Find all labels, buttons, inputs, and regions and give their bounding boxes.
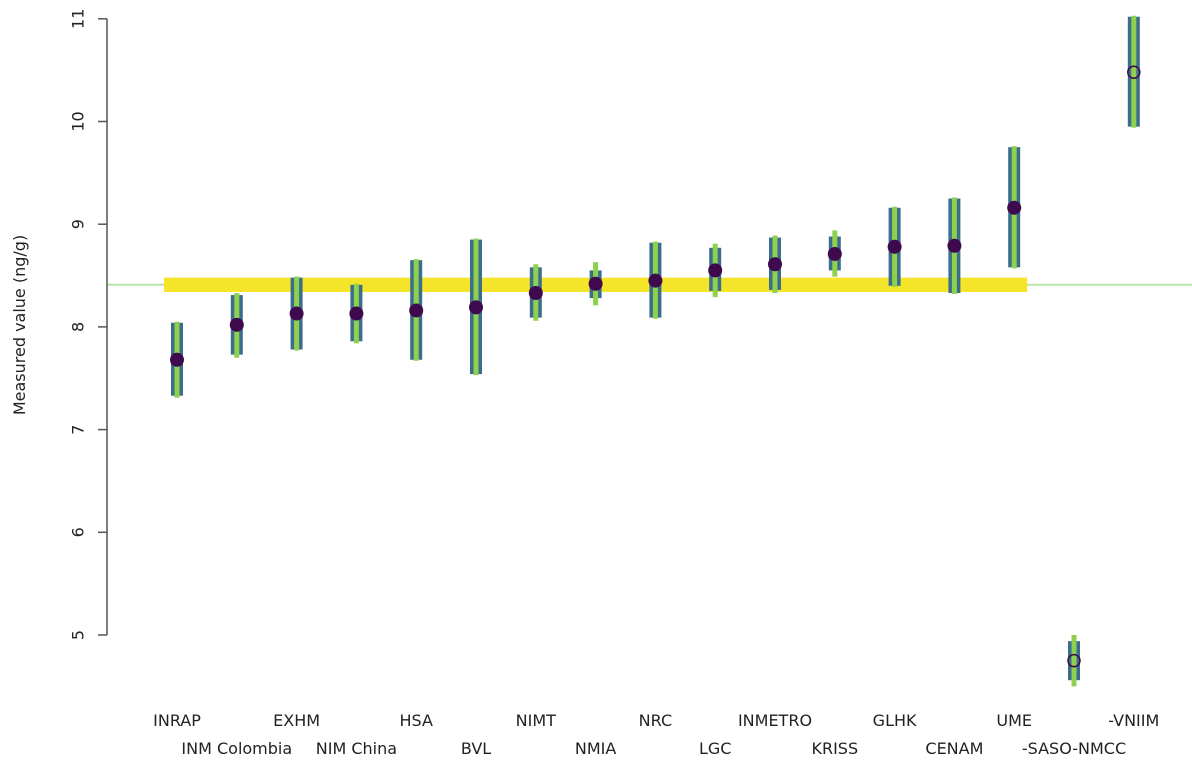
data-point xyxy=(469,300,483,315)
lab-mark xyxy=(1067,635,1081,687)
y-tick-label: 10 xyxy=(69,111,88,131)
y-axis: 5 6 7 8 9 10 11 xyxy=(69,9,108,640)
x-tick-label: GLHK xyxy=(873,711,917,730)
lab-mark xyxy=(1007,146,1022,269)
lab-mark xyxy=(289,276,304,351)
data-point xyxy=(827,246,842,261)
lab-mark xyxy=(588,262,603,306)
x-tick-label: HSA xyxy=(399,711,432,730)
data-point xyxy=(648,273,663,288)
lab-mark xyxy=(229,293,244,358)
data-point xyxy=(229,317,244,332)
data-point xyxy=(947,238,962,253)
uncertainty-bar-inner xyxy=(1131,15,1137,128)
lab-mark xyxy=(170,321,184,398)
x-tick-label: LGC xyxy=(699,739,731,758)
x-tick-label: EXHM xyxy=(273,711,320,730)
x-tick-label: CENAM xyxy=(925,739,983,758)
data-point-excluded xyxy=(1067,653,1081,668)
data-point xyxy=(887,239,902,254)
lab-mark xyxy=(528,264,543,321)
x-tick-label: NMIA xyxy=(575,739,616,758)
x-tick-label: -SASO-NMCC xyxy=(1022,739,1126,758)
x-tick-label: BVL xyxy=(461,739,491,758)
data-point xyxy=(409,303,424,318)
x-tick-label: KRISS xyxy=(811,739,858,758)
data-point xyxy=(528,286,543,301)
data-point xyxy=(170,352,184,367)
x-tick-label: NIMT xyxy=(516,711,556,730)
lab-marks xyxy=(170,15,1141,687)
y-tick-label: 5 xyxy=(69,630,88,640)
y-tick-label: 11 xyxy=(69,9,88,29)
lab-mark xyxy=(409,259,424,361)
lab-mark xyxy=(708,243,723,298)
lab-mark xyxy=(887,206,902,287)
data-point xyxy=(588,276,603,291)
x-tick-label: INRAP xyxy=(153,711,201,730)
y-axis-title: Measured value (ng/g) xyxy=(10,235,29,415)
y-tick-label: 7 xyxy=(69,425,88,435)
y-tick-label: 9 xyxy=(69,219,88,229)
lab-mark xyxy=(648,241,663,319)
lab-mark xyxy=(827,230,842,277)
data-point-excluded xyxy=(1127,65,1141,79)
lab-mark xyxy=(947,197,962,295)
data-point xyxy=(349,306,364,321)
uncertainty-bar-inner xyxy=(1071,635,1077,687)
lab-mark xyxy=(349,283,364,344)
lab-mark xyxy=(1127,15,1141,128)
data-point xyxy=(289,306,304,321)
x-tick-label: NIM China xyxy=(316,739,397,758)
data-point xyxy=(708,263,723,278)
y-tick-label: 8 xyxy=(69,322,88,332)
x-tick-label: -VNIIM xyxy=(1108,711,1159,730)
y-tick-label: 6 xyxy=(69,527,88,537)
x-tick-label: INM Colombia xyxy=(181,739,292,758)
data-point xyxy=(1007,200,1022,215)
x-tick-label: UME xyxy=(996,711,1032,730)
x-tick-label: NRC xyxy=(639,711,672,730)
lab-mark xyxy=(469,238,483,376)
data-point xyxy=(768,257,782,272)
lab-mark xyxy=(768,235,782,294)
x-tick-label: INMETRO xyxy=(738,711,812,730)
